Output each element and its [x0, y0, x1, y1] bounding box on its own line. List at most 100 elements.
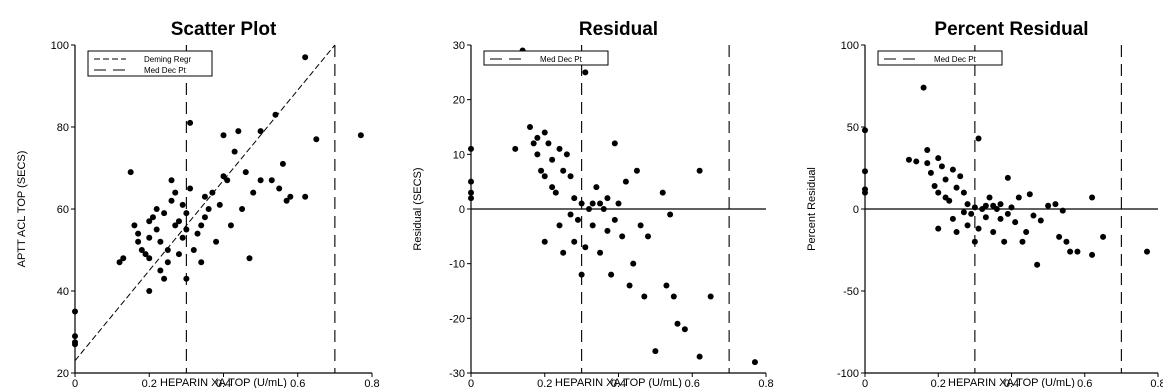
data-point	[942, 176, 949, 183]
data-point	[201, 214, 208, 221]
data-point	[175, 251, 182, 258]
data-point	[201, 193, 208, 200]
x-tick-label: 0	[468, 378, 474, 388]
data-point	[302, 193, 309, 200]
data-point	[1012, 219, 1019, 226]
data-point	[153, 206, 160, 212]
x-axis-label: HEPARIN XA TOP (U/mL)	[160, 377, 287, 388]
data-point	[146, 218, 153, 225]
x-tick-label: 0.4	[611, 378, 626, 388]
data-point	[146, 255, 153, 262]
data-point	[597, 249, 604, 256]
data-point	[556, 222, 563, 229]
data-point	[927, 169, 934, 176]
data-point	[593, 184, 600, 191]
data-point	[630, 260, 637, 267]
data-point	[549, 156, 556, 163]
data-point	[982, 202, 989, 209]
data-point	[164, 259, 171, 266]
y-axis-label: Percent Residual	[806, 167, 818, 251]
data-point	[257, 128, 264, 135]
data-point	[751, 359, 758, 366]
data-point	[205, 206, 212, 212]
data-point	[997, 201, 1004, 208]
x-tick-label: 0.2	[931, 378, 946, 388]
y-tick-label: 100	[841, 40, 859, 52]
data-point	[938, 163, 945, 170]
y-tick-label: -50	[843, 286, 859, 298]
data-point	[179, 201, 186, 208]
data-point	[571, 238, 578, 245]
data-point	[707, 293, 714, 300]
data-point	[563, 151, 570, 158]
data-point	[164, 247, 171, 253]
data-point	[560, 167, 567, 174]
data-point	[645, 233, 651, 240]
data-point	[1004, 174, 1011, 181]
data-point	[198, 222, 205, 229]
data-point	[663, 282, 670, 289]
data-point	[213, 238, 220, 245]
data-point	[302, 54, 309, 61]
data-point	[589, 222, 596, 229]
data-point	[157, 238, 164, 245]
data-point	[231, 148, 238, 155]
data-point	[530, 140, 537, 147]
data-point	[1023, 228, 1030, 235]
data-point	[949, 215, 956, 222]
data-point	[641, 293, 648, 300]
data-point	[953, 228, 960, 235]
data-point	[862, 189, 868, 196]
data-point	[964, 222, 971, 229]
data-point	[72, 333, 78, 340]
data-point	[1015, 194, 1022, 201]
legend-box	[87, 50, 213, 77]
data-point	[931, 183, 938, 190]
data-point	[567, 211, 574, 218]
data-point	[175, 218, 182, 225]
data-point	[538, 167, 545, 174]
data-point	[468, 145, 474, 152]
data-point	[549, 184, 556, 191]
y-axis-label: Residual (SECS)	[412, 167, 424, 250]
data-point	[149, 214, 156, 221]
data-point	[313, 136, 320, 143]
x-tick-label: 0.6	[685, 378, 700, 388]
data-point	[582, 244, 589, 251]
data-point	[1045, 202, 1052, 209]
data-point	[567, 173, 574, 180]
data-point	[250, 189, 257, 196]
data-point	[608, 271, 615, 278]
data-point	[142, 251, 149, 258]
legend-label: Med Dec Pt	[934, 55, 977, 64]
data-point	[1019, 238, 1026, 245]
data-point	[604, 227, 611, 234]
x-axis-label: HEPARIN XA TOP (U/mL)	[948, 377, 1075, 388]
data-point	[589, 200, 596, 207]
data-point	[1144, 248, 1151, 255]
data-point	[975, 135, 982, 142]
data-point	[179, 234, 186, 241]
legend-label: Deming Regr	[144, 55, 191, 64]
data-point	[626, 282, 633, 289]
data-point	[257, 177, 264, 184]
legend-box	[877, 50, 1003, 66]
y-tick-label: 10	[453, 149, 465, 161]
legend-label: Med Dec Pt	[144, 66, 187, 75]
data-point	[1037, 217, 1044, 224]
data-point	[209, 189, 216, 196]
data-point	[276, 185, 283, 192]
data-point	[168, 197, 175, 204]
data-point	[194, 230, 201, 237]
x-tick-label: 0.6	[290, 378, 305, 388]
data-point	[272, 111, 279, 118]
data-point	[586, 206, 592, 212]
chart-title: Scatter Plot	[171, 19, 277, 40]
y-tick-label: 30	[453, 40, 465, 52]
data-point	[1052, 201, 1059, 208]
data-point	[135, 230, 142, 237]
data-point	[161, 210, 168, 217]
data-point	[971, 238, 978, 245]
x-tick-label: 0.8	[364, 378, 379, 388]
